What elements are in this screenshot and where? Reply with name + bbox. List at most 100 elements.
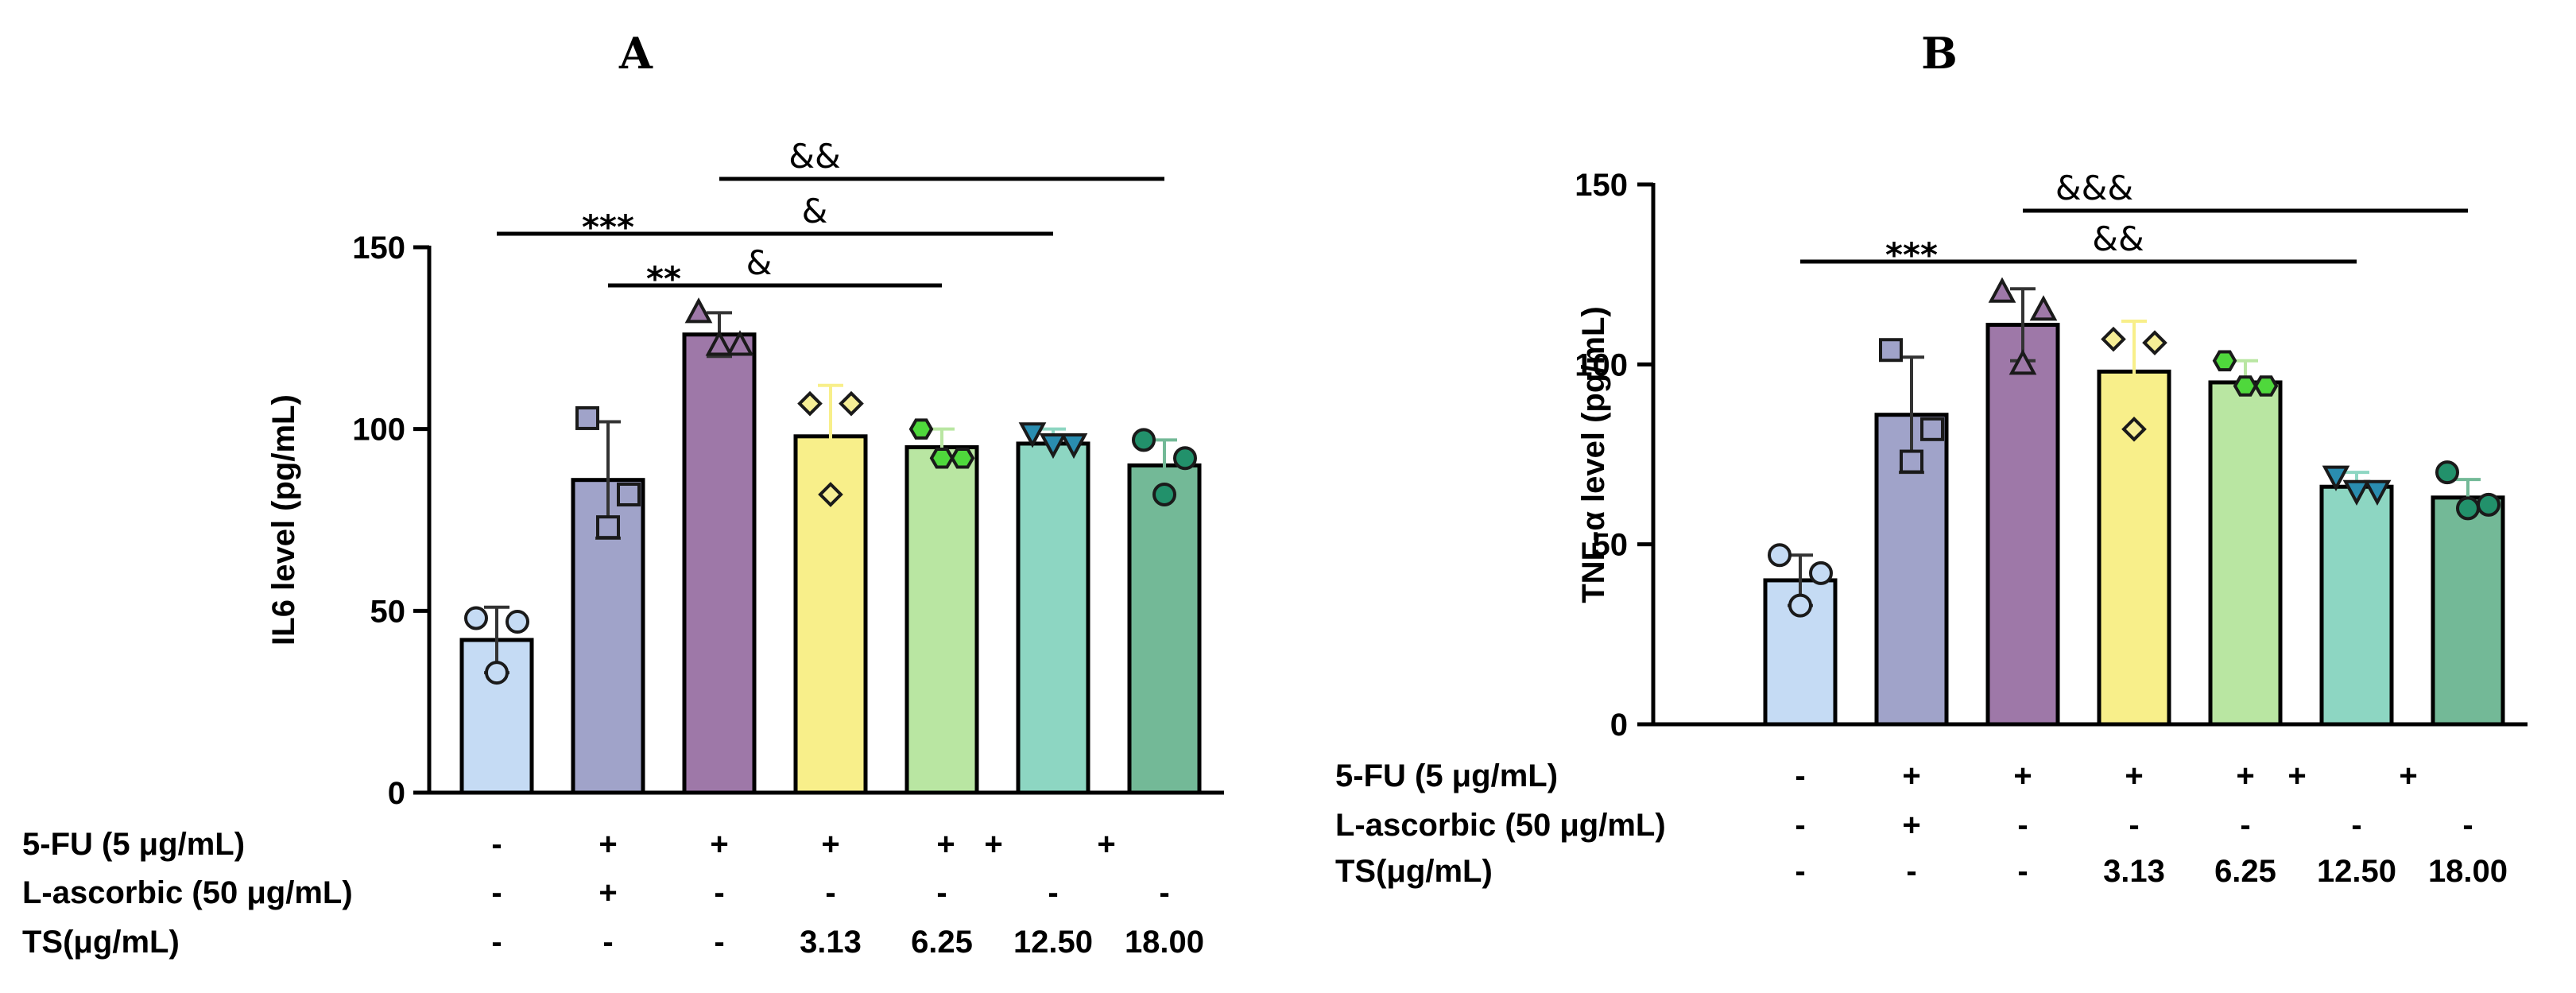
- panel-a-letter: A: [618, 28, 653, 79]
- b-data-point-4-1: [2101, 326, 2126, 352]
- a-table-cell: -: [491, 827, 502, 862]
- a-data-point-5-1: [908, 418, 934, 440]
- b-table-row-label-2: L-ascorbic (50 μg/mL): [1335, 808, 1666, 843]
- b-table-cell: -: [2129, 808, 2139, 843]
- b-table-cell: -: [1795, 808, 1805, 843]
- a-table-cell: +: [1097, 827, 1115, 862]
- b-y-axis-title: TNF-α level (pg/mL): [1576, 306, 1611, 603]
- a-table-cell: 12.50: [1013, 925, 1093, 960]
- a-data-point-3-1: [684, 297, 713, 324]
- a-table-cell: +: [598, 827, 617, 862]
- a-data-point-7-3: [1152, 482, 1176, 506]
- a-table-cell: 6.25: [911, 925, 973, 960]
- b-data-point-3-3: [2009, 349, 2037, 375]
- b-data-point-6-2: [2363, 479, 2392, 506]
- b-table-cell: +: [2399, 758, 2417, 793]
- a-y-tick-label: 50: [370, 594, 406, 629]
- a-data-point-2-3: [596, 515, 620, 540]
- b-table-cell: +: [2013, 758, 2032, 793]
- a-table-cell: -: [491, 925, 502, 960]
- b-data-point-1-1: [1768, 543, 1792, 568]
- a-data-point-7-2: [1173, 446, 1197, 471]
- a-table-cell: 3.13: [800, 925, 862, 960]
- a-table-cell: +: [710, 827, 728, 862]
- b-data-point-7-3: [2456, 496, 2480, 521]
- a-table-row-label-1: 5-FU (5 μg/mL): [22, 827, 245, 862]
- a-table-cell: +: [598, 875, 617, 910]
- b-data-point-2-2: [1920, 417, 1944, 441]
- a-table-cell: +: [936, 827, 955, 862]
- b-data-point-4-3: [2121, 416, 2147, 442]
- b-table-cell: 3.13: [2103, 854, 2165, 889]
- a-data-point-2-2: [617, 482, 641, 506]
- b-data-point-7-1: [2435, 460, 2459, 485]
- b-data-point-6-1: [2322, 465, 2350, 491]
- a-significance-label-5: &: [746, 243, 773, 282]
- b-data-point-5-1: [2212, 350, 2237, 372]
- a-table-row-label-2: L-ascorbic (50 μg/mL): [22, 875, 353, 910]
- a-data-point-1-2: [506, 610, 529, 634]
- b-table-cell: +: [2125, 758, 2143, 793]
- b-data-point-2-1: [1879, 338, 1903, 363]
- b-y-tick-label: 50: [1593, 528, 1629, 563]
- b-table-cell: -: [1795, 758, 1805, 793]
- a-data-point-3-3: [705, 330, 734, 356]
- a-data-point-6-1: [1018, 422, 1047, 448]
- b-data-point-5-3: [2233, 375, 2258, 397]
- b-significance-label-1: &&&: [2055, 169, 2133, 208]
- b-data-point-2-3: [1900, 449, 1923, 474]
- b-table-cell: +: [2287, 758, 2306, 793]
- a-significance-label-3: &: [802, 192, 828, 231]
- a-data-point-3-2: [726, 330, 754, 356]
- b-table-cell: 18.00: [2428, 854, 2508, 889]
- b-significance-label-2: ***: [1885, 235, 1938, 274]
- b-data-point-4-2: [2142, 330, 2167, 356]
- b-bar-7: [2431, 495, 2505, 727]
- b-table-cell: +: [1902, 808, 1920, 843]
- b-data-point-3-1: [1988, 277, 2016, 303]
- a-bar-7: [1127, 463, 1202, 795]
- b-table-cell: +: [1902, 758, 1920, 793]
- b-table-cell: -: [1906, 854, 1916, 889]
- a-data-point-4-2: [839, 390, 864, 417]
- a-y-axis-title: IL6 level (pg/mL): [266, 394, 301, 646]
- a-table-cell: -: [491, 875, 502, 910]
- b-table-cell: -: [1795, 854, 1805, 889]
- a-table-cell: -: [1159, 875, 1169, 910]
- a-data-point-1-1: [464, 606, 488, 630]
- b-table-cell: -: [2017, 854, 2028, 889]
- a-y-tick-label: 0: [388, 776, 405, 811]
- b-table-cell: -: [2462, 808, 2473, 843]
- a-data-point-6-3: [1039, 432, 1067, 460]
- a-data-point-6-2: [1059, 432, 1088, 460]
- b-y-tick-label: 100: [1575, 347, 1628, 382]
- b-table-cell: -: [2017, 808, 2028, 843]
- a-table-row-label-3: TS(μg/mL): [22, 925, 180, 960]
- a-y-tick-label: 150: [352, 231, 405, 266]
- a-significance-label-4: **: [646, 259, 681, 298]
- a-significance-label-1: &&: [788, 137, 841, 176]
- b-data-point-1-2: [1809, 561, 1833, 585]
- a-data-point-4-3: [818, 482, 843, 507]
- a-data-point-7-1: [1132, 428, 1156, 452]
- b-data-point-3-2: [2029, 295, 2058, 321]
- b-data-point-6-3: [2342, 479, 2371, 506]
- panel-b-letter: B: [1921, 28, 1958, 79]
- a-data-point-4-1: [797, 390, 823, 417]
- a-bar-5: [905, 445, 979, 795]
- b-table-cell: 6.25: [2214, 854, 2276, 889]
- a-table-cell: -: [714, 925, 724, 960]
- b-significance-label-3: &&: [2092, 219, 2144, 258]
- a-bar-6: [1016, 441, 1090, 795]
- a-table-cell: -: [825, 875, 835, 910]
- b-bar-3: [1985, 323, 2060, 727]
- b-y-tick-label: 150: [1575, 168, 1628, 203]
- b-y-tick-label: 0: [1610, 708, 1628, 743]
- b-table-row-label-3: TS(μg/mL): [1335, 854, 1493, 889]
- b-bar-5: [2208, 380, 2283, 727]
- a-data-point-1-3: [485, 661, 509, 685]
- b-table-cell: -: [2240, 808, 2250, 843]
- b-table-cell: 12.50: [2317, 854, 2396, 889]
- a-significance-label-2: ***: [582, 208, 634, 246]
